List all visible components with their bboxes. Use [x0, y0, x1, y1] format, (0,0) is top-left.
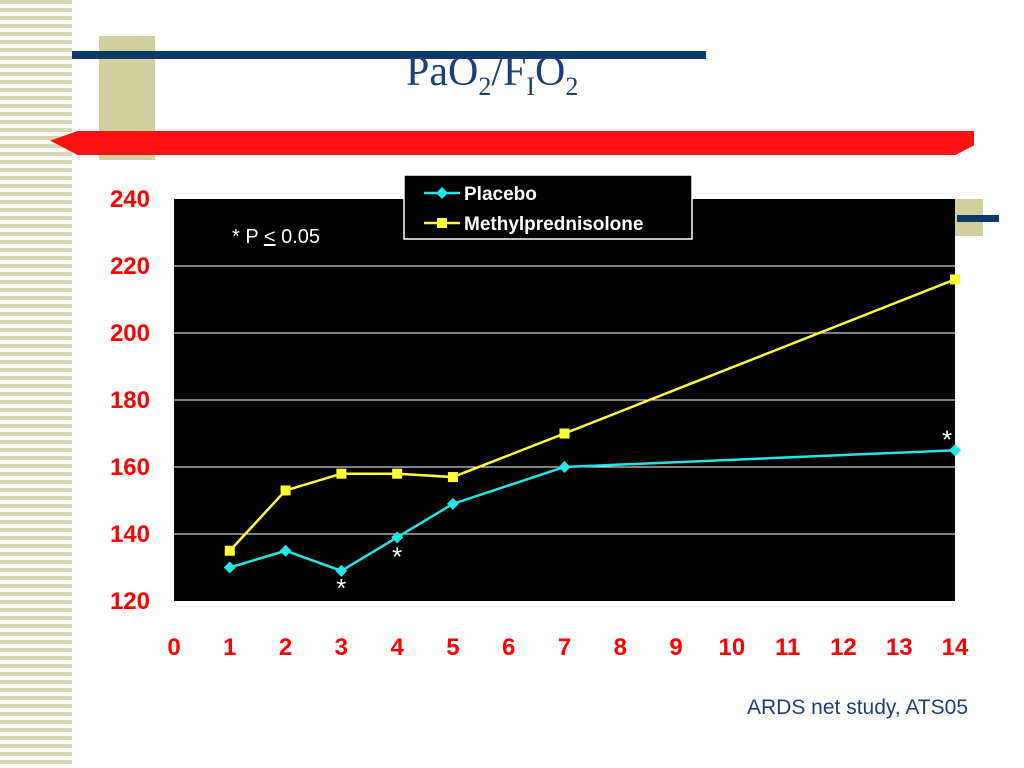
legend-box: [403, 174, 693, 240]
x-tick-label: 8: [614, 634, 627, 661]
x-tick-label: 3: [335, 634, 348, 661]
decor-navy-bar-right: [957, 215, 999, 222]
legend-label: Methylprednisolone: [464, 214, 643, 235]
y-tick-label: 140: [110, 521, 150, 548]
data-point-methylprednisolone: [559, 428, 570, 439]
data-point-placebo: [279, 544, 292, 557]
y-tick-label: 220: [110, 253, 150, 280]
data-point-methylprednisolone: [447, 472, 458, 483]
y-tick-label: 200: [110, 320, 150, 347]
x-tick-label: 9: [669, 634, 682, 661]
x-tick-label: 6: [502, 634, 515, 661]
data-point-placebo: [335, 564, 348, 577]
decor-red-bar: [50, 131, 974, 155]
slide-title: PaO2/FIO2: [406, 49, 579, 101]
data-point-methylprednisolone: [950, 274, 960, 285]
source-citation: ARDS net study, ATS05: [747, 696, 968, 719]
x-tick-label: 1: [223, 634, 236, 661]
data-point-placebo: [949, 444, 961, 457]
y-tick-label: 180: [110, 387, 150, 414]
y-tick-label: 160: [110, 454, 150, 481]
legend-label: Placebo: [464, 184, 537, 205]
x-tick-label: 10: [719, 634, 746, 661]
data-point-methylprednisolone: [224, 545, 235, 556]
p-value-annotation: * P < 0.05: [232, 226, 320, 248]
decor-navy-bar: [72, 51, 706, 59]
data-point-placebo: [446, 497, 459, 510]
data-point-methylprednisolone: [392, 468, 403, 479]
data-point-placebo: [391, 531, 404, 544]
legend-marker: [437, 218, 447, 228]
data-point-methylprednisolone: [280, 485, 291, 496]
legend-marker: [436, 187, 448, 199]
striped-margin: [0, 0, 72, 768]
y-tick-label: 240: [110, 186, 150, 213]
significance-star: *: [336, 573, 346, 603]
significance-star: *: [392, 541, 402, 571]
x-tick-label: 5: [446, 634, 459, 661]
x-tick-label: 7: [558, 634, 571, 661]
x-tick-label: 2: [279, 634, 292, 661]
x-tick-label: 0: [167, 634, 180, 661]
x-tick-label: 4: [390, 634, 404, 661]
x-tick-label: 11: [775, 634, 800, 661]
x-tick-label: 14: [942, 634, 969, 661]
data-point-placebo: [223, 561, 236, 574]
y-tick-label: 120: [110, 588, 150, 615]
data-point-placebo: [558, 461, 571, 473]
x-tick-label: 12: [830, 634, 857, 661]
x-tick-label: 13: [886, 634, 913, 661]
data-point-methylprednisolone: [336, 468, 347, 479]
significance-star: *: [942, 424, 952, 454]
